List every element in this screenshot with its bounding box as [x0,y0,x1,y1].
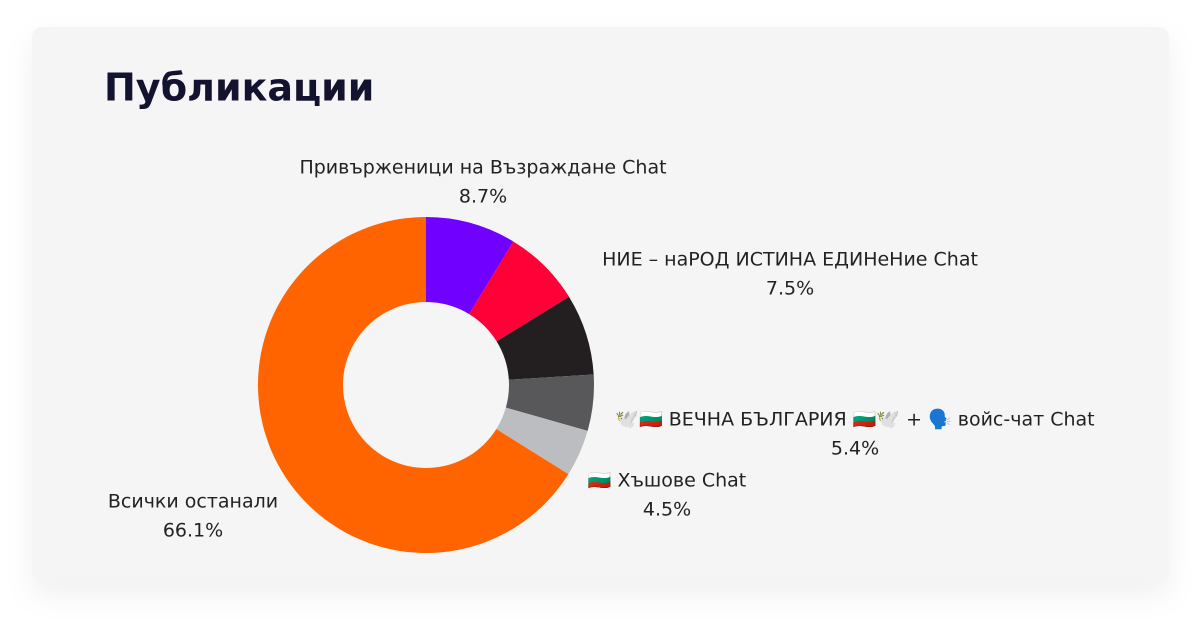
donut-slice [505,374,595,431]
slice-label: Привърженици на Възраждане Chat [299,157,666,179]
slice-label: Всички останали [108,491,278,513]
slice-label: 🕊️🇧🇬 ВЕЧНА БЪЛГАРИЯ 🇧🇬🕊️ + 🗣️ войс-чат C… [615,408,1094,431]
chart-title: Публикации [104,66,374,110]
donut-slice [496,407,588,475]
donut-slice [426,217,514,315]
slice-value-label: 8.7% [459,186,507,208]
slice-value-label: 5.4% [831,438,879,460]
donut-slice [496,296,594,380]
slice-value-label: 7.5% [766,278,814,300]
slice-value-label: 66.1% [163,520,223,542]
donut-slice [257,217,569,554]
donut-slice [469,241,569,342]
slice-value-label: 4.5% [643,499,691,521]
slice-label: НИЕ – наРОД ИСТИНА ЕДИНеНие Chat [602,249,978,271]
slice-label: 🇧🇬 Хъшове Chat [588,470,746,492]
